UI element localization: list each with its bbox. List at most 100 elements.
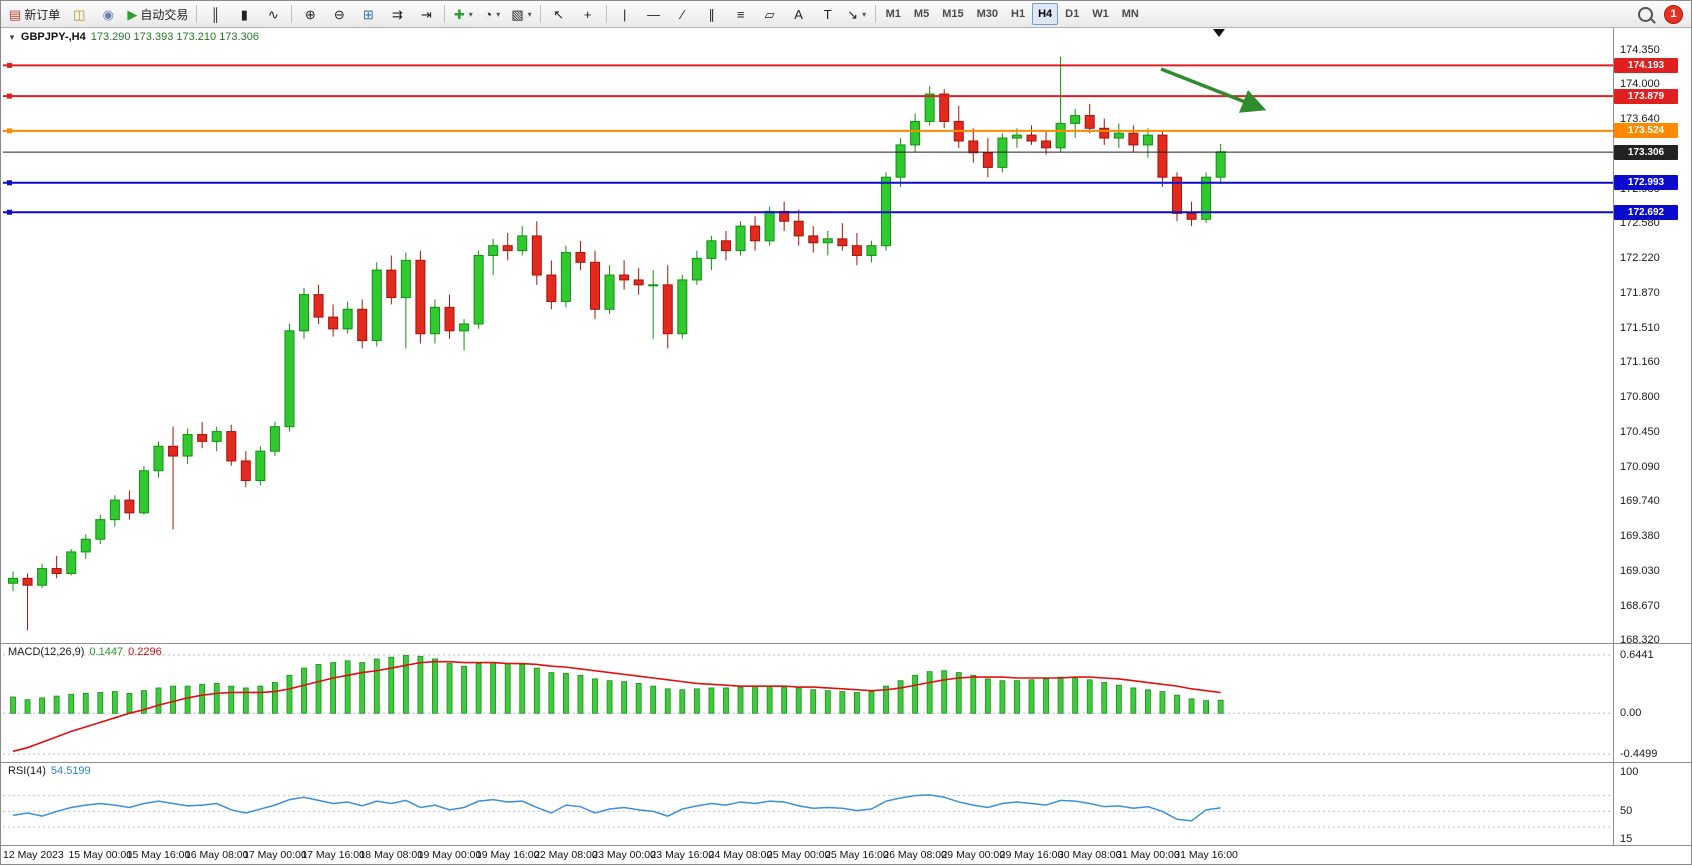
macd-histogram-bar [344, 660, 351, 714]
timeframe-button-m15[interactable]: M15 [942, 8, 964, 20]
time-axis[interactable]: 12 May 2023 15 May 00:00 15 May 16:00 16 Ma… [1, 845, 1613, 866]
trendline-button[interactable]: ∕ [669, 2, 697, 26]
macd-histogram-bar [1072, 677, 1079, 714]
market-watch-button[interactable]: ◉ [94, 2, 122, 26]
candle-body [313, 294, 324, 318]
new-order-button[interactable]: ▤ 新订单 [5, 2, 64, 26]
timeframe-button-h1[interactable]: H1 [1011, 8, 1026, 20]
auto-scroll-button[interactable]: ⇉ [383, 2, 411, 26]
candlestick-chart-button[interactable]: ▮ [230, 2, 258, 26]
candle-body [822, 238, 833, 244]
candle-body [502, 245, 513, 252]
time-axis-label: 31 May 00:00 [1116, 849, 1180, 861]
line-chart-button[interactable]: ∿ [259, 2, 287, 26]
candle-body [706, 240, 717, 259]
macd-histogram-bar [417, 655, 424, 714]
zoom-out-button[interactable]: ⊖ [325, 2, 353, 26]
auto-trading-button[interactable]: ▶ 自动交易 [123, 2, 192, 26]
auto-scroll-icon: ⇉ [391, 6, 403, 22]
vertical-line-button[interactable]: | [611, 2, 639, 26]
price-tick-label: 170.090 [1620, 460, 1660, 473]
crosshair-button[interactable]: + [574, 2, 602, 26]
arrows-icon: ↘ [847, 6, 859, 22]
timeframe-button-h4[interactable]: H4 [1032, 3, 1059, 25]
price-axis[interactable]: 174.350174.000173.640173.290172.930172.5… [1613, 27, 1692, 845]
horizontal-line-button[interactable]: — [640, 2, 668, 26]
candle-body [1215, 151, 1226, 178]
candle-body [677, 279, 688, 335]
chart-shift-button[interactable]: ⇥ [412, 2, 440, 26]
shapes-button[interactable]: ▱ [756, 2, 784, 26]
line-handle[interactable] [7, 128, 12, 134]
timeframe-button-w1[interactable]: W1 [1092, 8, 1109, 20]
notification-badge[interactable]: 1 [1664, 4, 1683, 24]
bar-chart-button[interactable]: ║ [201, 2, 229, 26]
macd-histogram-bar [737, 686, 744, 714]
timeframe-button-m1[interactable]: M1 [885, 8, 901, 20]
trend-arrow-annotation[interactable] [1160, 67, 1267, 113]
candle-body [866, 245, 877, 256]
price-tick-label: 171.870 [1620, 286, 1660, 299]
price-tick-label: 174.000 [1620, 78, 1660, 91]
price-tick-label: 170.450 [1620, 425, 1660, 438]
timeframe-button-m5[interactable]: M5 [913, 8, 930, 20]
tile-windows-button[interactable]: ⊞ [354, 2, 382, 26]
line-handle[interactable] [7, 180, 12, 186]
candle-body [1084, 115, 1095, 129]
timeframe-button-mn[interactable]: MN [1121, 8, 1139, 20]
macd-histogram-bar [548, 672, 555, 714]
candle-body [764, 210, 775, 242]
one-click-trading-toggle[interactable]: ▼ [8, 32, 16, 42]
arrows-button[interactable]: ↘ ▾ [843, 2, 871, 26]
candle-body [299, 294, 309, 332]
candle-body [1011, 134, 1022, 139]
rsi-tick-label: 15 [1620, 833, 1633, 845]
candle-body [939, 93, 950, 122]
macd-histogram-bar [388, 656, 395, 714]
label-button[interactable]: T [814, 2, 842, 26]
candle-body [138, 470, 149, 514]
channel-button[interactable]: ∥ [698, 2, 726, 26]
macd-signal-value: 0.2296 [128, 646, 162, 658]
price-line-badge: 173.306 [1614, 144, 1678, 160]
templates-icon: ▧ [511, 6, 524, 22]
market-watch-icon: ◉ [102, 6, 114, 22]
timeframe-button-d1[interactable]: D1 [1065, 8, 1080, 20]
line-handle[interactable] [7, 62, 12, 68]
line-handle[interactable] [7, 93, 12, 99]
zoom-out-icon: ⊖ [333, 6, 345, 22]
cursor-button[interactable]: ↖ [545, 2, 573, 26]
indicators-button[interactable]: ✚ ▾ [449, 2, 477, 26]
main-toolbar: ▤ 新订单 ◫ ◉ ▶ 自动交易 ║ ▮ ∿ ⊕ ⊖ ⊞ ⇉ ⇥ ✚ ▾ ◔ ▾ ▧ ▾ ↖ + | — ∕ ∥ ≡ ▱ A T ↘ ▾ M1… [1, 1, 1691, 28]
toolbar-separator [444, 5, 446, 23]
candle-body [8, 577, 18, 584]
label-icon: T [823, 6, 832, 22]
rsi-line [12, 794, 1221, 822]
charts-button[interactable]: ◫ [65, 2, 93, 26]
candle-body [22, 577, 33, 586]
candle-body [1041, 140, 1052, 149]
macd-histogram-bar [635, 683, 642, 714]
candle-body [459, 323, 470, 332]
text-button[interactable]: A [785, 2, 813, 26]
search-icon[interactable] [1638, 6, 1653, 22]
macd-histogram-bar [1188, 698, 1195, 714]
timeframe-button-m30[interactable]: M30 [976, 8, 999, 20]
candle-body [808, 235, 819, 244]
line-handle[interactable] [7, 209, 12, 215]
macd-histogram-bar [897, 680, 904, 714]
zoom-in-button[interactable]: ⊕ [296, 2, 324, 26]
macd-histogram-bar [330, 662, 337, 714]
time-axis-label: 29 May 00:00 [941, 849, 1006, 861]
trendline-icon: ∕ [681, 6, 684, 22]
macd-histogram-bar [970, 674, 977, 714]
macd-tick-label: 0.00 [1620, 707, 1642, 720]
macd-histogram-bar [315, 664, 322, 714]
periods-button[interactable]: ◔ ▾ [478, 2, 506, 26]
candlestick-chart-icon: ▮ [240, 6, 248, 22]
candle-body [691, 257, 702, 281]
fibonacci-button[interactable]: ≡ [727, 2, 755, 26]
chevron-down-icon: ▾ [862, 9, 867, 19]
templates-button[interactable]: ▧ ▾ [507, 2, 535, 26]
